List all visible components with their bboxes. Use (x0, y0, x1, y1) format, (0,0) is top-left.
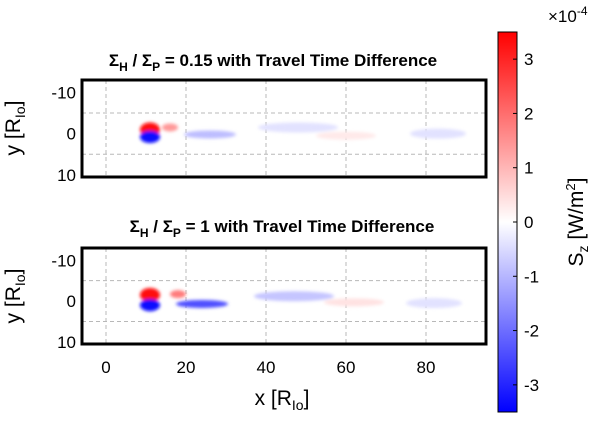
colorbar-tick-6: 3 (524, 50, 533, 69)
panel-1-feature-6 (410, 128, 466, 139)
colorbar-label: Sz [W/m2] (563, 178, 591, 267)
colorbar-tick-0: -3 (524, 376, 539, 395)
panel-2-title: ΣH / ΣP = 1 with Travel Time Difference (130, 217, 435, 240)
x-axis-ticks: 0 20 40 60 80 (101, 358, 435, 377)
xtick-2: 40 (257, 358, 276, 377)
panel-2-feature-3 (176, 299, 228, 308)
panel-2-gridlines (82, 248, 486, 344)
colorbar: -3 -2 -1 0 1 2 3 ×10-4 Sz [W/m2] (497, 4, 591, 413)
panel-1-feature-5 (316, 131, 376, 140)
panel-2-feature-1 (170, 290, 186, 299)
panel-2-feature-2 (140, 299, 160, 312)
colorbar-tick-3: 0 (524, 213, 533, 232)
panel-1-feature-4 (258, 122, 338, 133)
xtick-0: 0 (101, 358, 110, 377)
panel-1-heatmap-features (140, 122, 466, 143)
panel-1-title: ΣH / ΣP = 0.15 with Travel Time Differen… (109, 51, 437, 74)
panel-2-frame (80, 246, 488, 346)
xtick-3: 60 (337, 358, 356, 377)
panel-1-gridlines (82, 80, 486, 177)
panel-2-ytick-1: 0 (67, 292, 76, 311)
panel-1-ytick-1: 0 (67, 125, 76, 144)
panel-2-feature-4 (254, 291, 334, 302)
panel-2-ytick-0: -10 (51, 251, 76, 270)
colorbar-tick-4: 1 (524, 159, 533, 178)
panel-1-ylabel: y [RIo] (2, 101, 28, 156)
panel-1: ΣH / ΣP = 0.15 with Travel Time Differen… (2, 51, 488, 185)
x-axis-label: x [RIo] (255, 387, 310, 413)
colorbar-tick-5: 2 (524, 104, 533, 123)
panel-1-y-ticks: -10 0 10 (51, 83, 76, 185)
panel-2-plot-area (80, 246, 488, 346)
xtick-4: 80 (417, 358, 436, 377)
xtick-1: 20 (177, 358, 196, 377)
colorbar-ticks: -3 -2 -1 0 1 2 3 (513, 50, 539, 395)
panel-1-feature-1 (162, 123, 178, 132)
panel-1-feature-2 (140, 130, 160, 143)
panel-2-heatmap-features (140, 287, 462, 312)
panel-2: ΣH / ΣP = 1 with Travel Time Difference … (2, 217, 488, 352)
panel-1-ytick-0: -10 (51, 83, 76, 102)
panel-2-feature-5 (324, 298, 384, 307)
colorbar-multiplier: ×10-4 (548, 4, 588, 26)
panel-1-ytick-2: 10 (57, 166, 76, 185)
panel-2-feature-6 (406, 298, 462, 309)
panel-2-y-ticks: -10 0 10 (51, 251, 76, 352)
panel-2-ytick-2: 10 (57, 333, 76, 352)
panel-2-feature-0 (140, 287, 160, 302)
panel-1-plot-area (80, 78, 488, 179)
colorbar-tick-1: -2 (524, 322, 539, 341)
panel-1-frame (80, 78, 488, 179)
colorbar-tick-2: -1 (524, 267, 539, 286)
panel-2-ylabel: y [RIo] (2, 269, 28, 324)
panel-1-feature-3 (184, 130, 236, 139)
